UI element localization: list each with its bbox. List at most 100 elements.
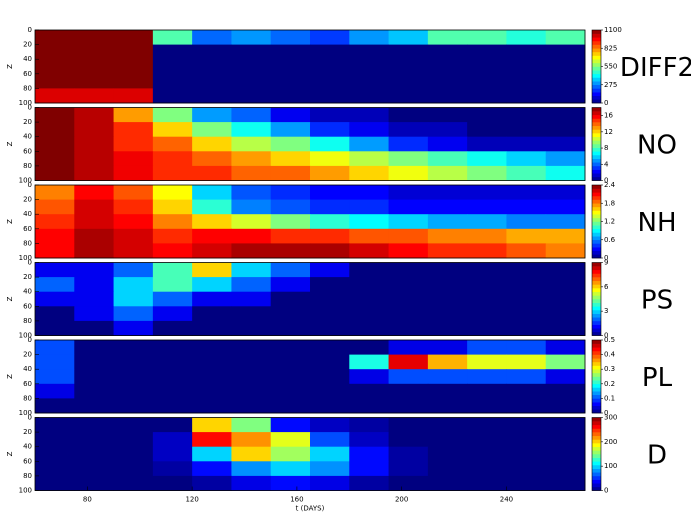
heat-cell xyxy=(74,30,114,45)
colorbar-step xyxy=(592,195,601,200)
heat-cell xyxy=(74,59,114,75)
colorbar-step xyxy=(592,66,601,71)
colorbar-step xyxy=(592,472,601,477)
heat-cell xyxy=(506,151,547,167)
heat-cell xyxy=(231,262,272,278)
heat-cell xyxy=(231,461,272,477)
heat-cell xyxy=(349,107,389,123)
colorbar-step xyxy=(592,421,601,426)
heat-cell xyxy=(310,417,350,433)
colorbar-step xyxy=(592,129,601,134)
colorbar-tick-label: 0.3 xyxy=(604,365,615,373)
heat-cell xyxy=(467,136,507,152)
y-tick-label: 80 xyxy=(23,239,32,247)
heat-cell xyxy=(506,354,547,370)
colorbar-step xyxy=(592,55,601,60)
heat-cell xyxy=(467,320,507,336)
x-tick-label: 120 xyxy=(185,496,198,504)
heat-cell xyxy=(427,107,468,123)
heat-cell xyxy=(388,88,429,104)
heat-cell xyxy=(231,277,272,293)
heat-cell xyxy=(388,306,429,322)
heat-cell xyxy=(74,214,114,230)
heat-cell xyxy=(74,383,114,399)
colorbar-step xyxy=(592,162,601,167)
heat-cell xyxy=(310,122,350,138)
heat-cell xyxy=(192,340,232,355)
heat-cell xyxy=(231,136,272,152)
heat-cell xyxy=(35,354,75,370)
heat-cell xyxy=(270,306,311,322)
heat-cell xyxy=(113,398,154,414)
heat-cell xyxy=(192,122,232,138)
y-tick-label: 100 xyxy=(19,409,32,417)
heat-cell xyxy=(310,432,350,448)
heat-cell xyxy=(467,306,507,322)
heat-cell xyxy=(231,291,272,307)
heat-cell xyxy=(467,262,507,278)
heat-cell xyxy=(152,73,193,89)
heat-cell xyxy=(388,277,429,293)
y-tick-label: 60 xyxy=(23,457,32,465)
heat-cell xyxy=(427,475,468,491)
colorbar-tick-label: 0 xyxy=(604,332,608,340)
y-tick-label: 60 xyxy=(23,225,32,233)
colorbar-step xyxy=(592,62,601,67)
heat-cell xyxy=(545,320,586,336)
heat-cell xyxy=(231,354,272,370)
heat-cell xyxy=(113,122,154,138)
heat-cell xyxy=(506,122,547,138)
heat-cell xyxy=(310,214,350,230)
heat-cell xyxy=(349,398,389,414)
heat-cell xyxy=(467,340,507,355)
heat-cell xyxy=(467,291,507,307)
colorbar-step xyxy=(592,398,601,403)
heat-cell xyxy=(192,228,232,244)
heat-cell xyxy=(35,369,75,385)
heat-cell xyxy=(310,185,350,200)
panel-label: PS xyxy=(641,286,673,316)
heat-cell xyxy=(192,306,232,322)
colorbar-step xyxy=(592,350,601,355)
plot-frame xyxy=(34,417,586,491)
heat-cell xyxy=(310,383,350,399)
heat-cell xyxy=(152,243,193,259)
heat-cell xyxy=(427,262,468,278)
colorbar-step xyxy=(592,107,601,112)
heat-cell xyxy=(74,277,114,293)
heat-cell xyxy=(35,59,75,75)
heat-cell xyxy=(231,122,272,138)
heat-cell xyxy=(113,59,154,75)
heat-cell xyxy=(74,340,114,355)
colorbar-step xyxy=(592,147,601,152)
y-tick-label: 20 xyxy=(23,273,32,281)
plot-frame xyxy=(34,184,586,259)
heat-cell xyxy=(506,340,547,355)
colorbar-step xyxy=(592,254,601,259)
heat-cell xyxy=(35,291,75,307)
heat-cell xyxy=(74,73,114,89)
heat-cell xyxy=(310,369,350,385)
heat-cell xyxy=(192,44,232,60)
heat-cell xyxy=(35,340,75,355)
heat-cell xyxy=(270,320,311,336)
heat-cell xyxy=(427,340,468,355)
colorbar-step xyxy=(592,273,601,278)
heat-cell xyxy=(74,107,114,123)
colorbar-step xyxy=(592,169,601,174)
y-axis-label: Z xyxy=(6,296,14,301)
heat-cell xyxy=(74,243,114,259)
colorbar-step xyxy=(592,144,601,148)
heat-cell xyxy=(349,461,389,477)
heat-cell xyxy=(467,461,507,477)
heat-cell xyxy=(192,136,232,152)
heat-cell xyxy=(192,199,232,215)
heat-cell xyxy=(388,417,429,433)
y-tick-label: 100 xyxy=(19,99,32,107)
heat-cell xyxy=(35,165,75,181)
heat-cell xyxy=(506,59,547,75)
colorbar-tick-label: 0.6 xyxy=(604,236,616,244)
heat-cell xyxy=(506,243,547,259)
colorbar-step xyxy=(592,192,601,197)
heat-cell xyxy=(35,199,75,215)
